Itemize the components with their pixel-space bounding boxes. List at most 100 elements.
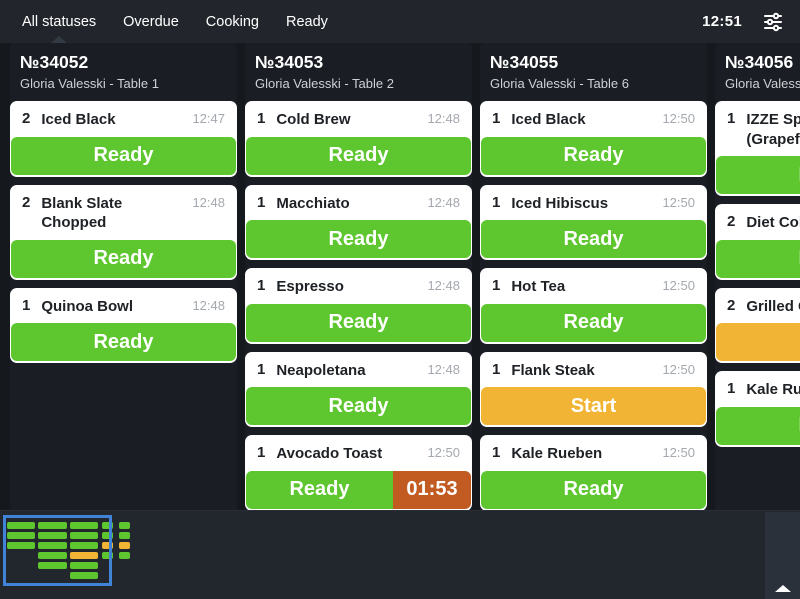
strip-collapse-button[interactable] bbox=[765, 512, 800, 599]
ticket-quantity: 1 bbox=[257, 277, 266, 294]
ticket-card: 1 Iced Hibiscus 12:50 Ready bbox=[480, 184, 707, 260]
minimap-bar bbox=[70, 522, 98, 529]
ticket-card: 1 Macchiato 12:48 Ready bbox=[245, 184, 472, 260]
ready-button[interactable]: Ready bbox=[481, 220, 706, 258]
ticket-actions: Ready 01:53 bbox=[245, 470, 472, 511]
topbar-right: 12:51 bbox=[702, 11, 784, 33]
tab-cooking[interactable]: Cooking bbox=[206, 0, 259, 43]
ticket-time: 12:50 bbox=[662, 278, 695, 293]
ticket-item-name: Neapoletana bbox=[276, 361, 366, 379]
ticket-item-name: Flank Steak bbox=[511, 361, 595, 379]
ticket-header: 1 Flank Steak 12:50 bbox=[480, 352, 707, 388]
minimap-bar bbox=[102, 532, 113, 539]
ticket-time: 12:50 bbox=[662, 445, 695, 460]
ready-button[interactable]: Ready bbox=[716, 239, 800, 278]
ticket-header: 1 Macchiato 12:48 bbox=[245, 185, 472, 221]
tab-ready[interactable]: Ready bbox=[286, 0, 328, 43]
ticket-card: 2 Iced Black 12:47 Ready bbox=[10, 101, 237, 177]
ticket-card: 2 Diet Coke Ready bbox=[715, 204, 800, 280]
ready-button[interactable]: Ready bbox=[11, 239, 236, 278]
ticket-item-name: Blank Slate Chopped bbox=[41, 194, 123, 232]
ticket-header: 1 Kale Rueben bbox=[715, 371, 800, 407]
ticket-time: 12:48 bbox=[192, 297, 225, 313]
overdue-timer-badge: 01:53 bbox=[393, 470, 471, 509]
ticket-item-name: Iced Hibiscus bbox=[511, 194, 609, 212]
ticket-list: 1 Cold Brew 12:48 Ready 1 Macchiato 12:48 Ready… bbox=[245, 101, 472, 510]
ticket-list: 2 Iced Black 12:47 Ready 2 Blank Slate Choppe… bbox=[10, 101, 237, 363]
ticket-header: 1 Avocado Toast 12:50 bbox=[245, 435, 472, 471]
ticket-header: 2 Diet Coke bbox=[715, 204, 800, 240]
ticket-card: 1 Flank Steak 12:50 Start bbox=[480, 351, 707, 427]
ticket-time: 12:50 bbox=[662, 194, 695, 210]
ticket-quantity: 1 bbox=[492, 444, 501, 461]
start-button[interactable]: Start bbox=[716, 323, 800, 361]
minimap-bar bbox=[119, 522, 130, 529]
minimap-bar bbox=[70, 572, 98, 579]
ticket-time: 12:50 bbox=[427, 445, 460, 460]
ready-button[interactable]: Ready bbox=[481, 136, 706, 175]
ticket-card: 2 Blank Slate Chopped 12:48 Ready bbox=[10, 184, 237, 280]
ready-button[interactable]: Ready bbox=[246, 303, 471, 342]
ticket-header: 1 Iced Hibiscus 12:50 bbox=[480, 185, 707, 221]
ticket-quantity: 1 bbox=[727, 380, 736, 397]
ticket-card: 1 IZZE Sparkling (Grapefruit) Ready bbox=[715, 101, 800, 196]
ready-button[interactable]: Ready bbox=[481, 470, 706, 509]
ticket-quantity: 2 bbox=[22, 110, 31, 127]
order-board: №34052 Gloria Valesski - Table 1 2 Iced Bla… bbox=[0, 43, 800, 510]
ticket-header: 1 Iced Black 12:50 bbox=[480, 101, 707, 137]
ticket-item-name: Quinoa Bowl bbox=[41, 297, 134, 315]
ticket-quantity: 1 bbox=[257, 193, 266, 211]
ticket-item-name: Hot Tea bbox=[511, 278, 566, 295]
ready-button[interactable]: Ready bbox=[481, 303, 706, 342]
ticket-list: 1 IZZE Sparkling (Grapefruit) Ready 2 Diet C… bbox=[715, 101, 800, 447]
ticket-card: 1 Neapoletana 12:48 Ready bbox=[245, 351, 472, 427]
ready-button[interactable]: Ready bbox=[246, 387, 471, 425]
ready-button[interactable]: Ready bbox=[11, 136, 236, 175]
minimap-bar bbox=[38, 552, 67, 559]
ticket-quantity: 1 bbox=[257, 360, 266, 378]
ticket-item-name: Cold Brew bbox=[276, 111, 351, 128]
ticket-actions: Ready bbox=[245, 136, 472, 177]
minimap-bar bbox=[102, 542, 113, 549]
ticket-actions: Ready bbox=[10, 323, 237, 363]
ticket-card: 2 Grilled Cheese Start bbox=[715, 287, 800, 363]
minimap-bar bbox=[7, 522, 35, 529]
ready-button[interactable]: Ready bbox=[716, 156, 800, 194]
filter-settings-button[interactable] bbox=[762, 11, 784, 33]
tab-overdue[interactable]: Overdue bbox=[123, 0, 179, 43]
ticket-quantity: 1 bbox=[257, 110, 266, 127]
ticket-actions: Ready bbox=[480, 303, 707, 344]
ticket-quantity: 2 bbox=[22, 193, 31, 211]
ticket-time: 12:48 bbox=[427, 194, 460, 210]
order-subtitle: Gloria Valesski - Table 6 bbox=[490, 76, 629, 91]
ticket-actions: Ready bbox=[480, 136, 707, 177]
minimap-bar bbox=[38, 532, 67, 539]
ticket-quantity: 1 bbox=[257, 444, 266, 461]
ticket-item-name: Iced Black bbox=[511, 111, 586, 128]
ticket-actions: Ready bbox=[480, 220, 707, 260]
ticket-time: 12:50 bbox=[662, 361, 695, 377]
ticket-card: 1 Kale Rueben 12:50 Ready bbox=[480, 435, 707, 510]
ticket-card: 1 Avocado Toast 12:50 Ready 01:53 bbox=[245, 435, 472, 510]
order-column: №34056 Gloria Valesski 1 IZZE Sparkling (Gr… bbox=[715, 43, 800, 510]
ready-button[interactable]: Ready bbox=[11, 323, 236, 361]
start-button[interactable]: Start bbox=[481, 387, 706, 425]
ticket-item-name: IZZE Sparkling (Grapefruit) bbox=[746, 111, 800, 148]
ready-button[interactable]: Ready bbox=[246, 220, 471, 258]
ticket-card: 1 Quinoa Bowl 12:48 Ready bbox=[10, 287, 237, 363]
ready-button[interactable]: Ready bbox=[246, 136, 471, 175]
minimap-bar bbox=[70, 552, 98, 559]
topbar: All statuses Overdue Cooking Ready 12:51 bbox=[0, 0, 800, 43]
ticket-item-name: Iced Black bbox=[41, 111, 116, 128]
ticket-time: 12:48 bbox=[427, 278, 460, 293]
ticket-item-name: Espresso bbox=[276, 278, 344, 295]
ready-button[interactable]: Ready bbox=[716, 406, 800, 445]
ready-button[interactable]: Ready bbox=[246, 470, 393, 509]
ticket-header: 1 IZZE Sparkling (Grapefruit) bbox=[715, 101, 800, 156]
minimap-viewport[interactable] bbox=[3, 515, 112, 586]
tab-all-statuses[interactable]: All statuses bbox=[22, 0, 96, 43]
ticket-quantity: 2 bbox=[727, 213, 736, 230]
ticket-actions: Start bbox=[715, 323, 800, 363]
ticket-quantity: 1 bbox=[492, 193, 501, 211]
